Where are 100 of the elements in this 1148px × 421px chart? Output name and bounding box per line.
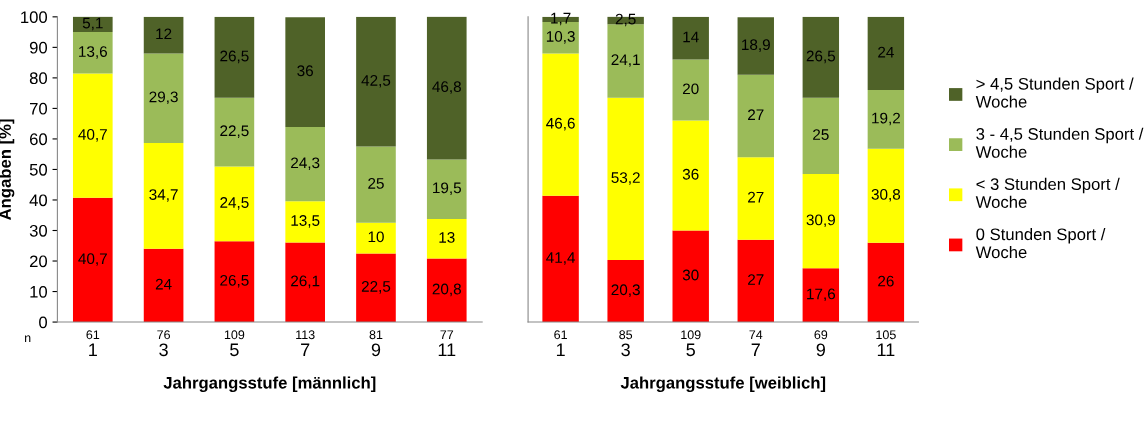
y-tick-label: 10 bbox=[30, 285, 48, 298]
data-label: 20,3 bbox=[611, 284, 640, 297]
data-label: 13 bbox=[439, 232, 455, 243]
x-tick-label: 5 bbox=[230, 343, 239, 357]
data-label: 24,1 bbox=[611, 54, 640, 67]
text: 105 bbox=[876, 330, 896, 340]
y-tick-label: 0 bbox=[39, 316, 48, 329]
text: 113 bbox=[296, 330, 315, 340]
x-tick-label: 11 bbox=[877, 343, 895, 356]
bar bbox=[143, 142, 184, 249]
data-label: 25 bbox=[813, 129, 829, 140]
bar bbox=[356, 222, 396, 254]
bar bbox=[802, 268, 840, 323]
data-label: 18,9 bbox=[742, 39, 770, 52]
bar bbox=[607, 97, 644, 261]
data-label: 22,5 bbox=[361, 281, 391, 294]
data-label: 27 bbox=[748, 109, 764, 120]
data-label: 36 bbox=[682, 168, 699, 180]
x-tick-label: 7 bbox=[301, 343, 310, 356]
bar bbox=[285, 242, 325, 323]
data-label: 27 bbox=[748, 191, 764, 203]
text: 109 bbox=[224, 330, 245, 340]
data-label: 36 bbox=[297, 65, 313, 77]
bar bbox=[672, 16, 709, 60]
data-label: 26,5 bbox=[806, 50, 836, 64]
data-label: 20 bbox=[682, 83, 699, 95]
data-label: 46,8 bbox=[432, 81, 461, 94]
text: 77 bbox=[440, 330, 454, 340]
bar bbox=[802, 16, 840, 98]
bar bbox=[426, 218, 467, 259]
bar bbox=[285, 127, 325, 202]
text: 74 bbox=[749, 330, 763, 340]
bar bbox=[542, 195, 579, 323]
bar bbox=[214, 241, 255, 323]
y-tick-label: 60 bbox=[29, 133, 48, 146]
bar bbox=[867, 16, 905, 91]
bar bbox=[867, 90, 905, 149]
bar bbox=[737, 17, 774, 75]
data-label: 20,8 bbox=[432, 283, 461, 297]
text: n bbox=[25, 335, 31, 343]
data-label: 13,6 bbox=[79, 46, 107, 59]
bar bbox=[672, 120, 709, 231]
data-label: 46,6 bbox=[546, 117, 575, 131]
bar bbox=[285, 201, 325, 243]
data-label: 34,7 bbox=[149, 189, 178, 202]
data-label: 12 bbox=[156, 28, 172, 40]
text: 85 bbox=[619, 330, 633, 340]
bar bbox=[72, 73, 113, 198]
x-axis-title: Jahrgangsstufe [weiblich] bbox=[620, 376, 826, 393]
x-axis-title: Jahrgangsstufe [männlich] bbox=[163, 376, 376, 393]
data-label: 22,5 bbox=[220, 125, 249, 138]
data-label: 26,5 bbox=[220, 50, 249, 64]
bar bbox=[72, 197, 113, 323]
text: 109 bbox=[681, 330, 701, 340]
bar bbox=[426, 16, 467, 160]
data-label: 17,6 bbox=[807, 288, 836, 302]
data-label: 19,2 bbox=[872, 112, 900, 126]
x-tick-label: 11 bbox=[438, 343, 456, 356]
y-tick-label: 70 bbox=[30, 102, 48, 115]
bar bbox=[72, 32, 113, 74]
bar bbox=[607, 260, 644, 323]
bar bbox=[426, 258, 467, 323]
bar bbox=[867, 242, 905, 323]
data-label: 42,5 bbox=[361, 74, 391, 88]
bar bbox=[143, 248, 184, 323]
data-label: 14 bbox=[683, 31, 699, 43]
bar bbox=[72, 16, 113, 33]
data-label: 24 bbox=[878, 46, 894, 58]
data-label: 40,7 bbox=[78, 129, 107, 142]
bar bbox=[426, 159, 467, 219]
data-label: 30 bbox=[682, 269, 699, 281]
data-label: 30,9 bbox=[806, 214, 835, 228]
data-label: 10 bbox=[368, 231, 384, 243]
text: 76 bbox=[157, 330, 170, 340]
data-label: 5,1 bbox=[82, 17, 103, 31]
bar bbox=[143, 16, 184, 54]
data-label: 19,5 bbox=[433, 182, 461, 196]
text: 81 bbox=[369, 330, 383, 340]
bar bbox=[867, 148, 905, 243]
bar bbox=[802, 97, 840, 175]
bar bbox=[737, 157, 774, 240]
y-tick-label: 20 bbox=[29, 255, 48, 268]
x-tick-label: 5 bbox=[686, 343, 695, 357]
data-label: 29,3 bbox=[149, 91, 178, 105]
data-label: 24 bbox=[155, 278, 172, 290]
x-tick-label: 1 bbox=[556, 343, 565, 356]
bar bbox=[672, 230, 709, 323]
bar bbox=[802, 174, 840, 269]
bar bbox=[356, 146, 396, 223]
legend-label: < 3 Stunden Sport / Woche bbox=[975, 177, 1120, 208]
x-tick-label: 7 bbox=[751, 343, 760, 356]
y-tick-label: 80 bbox=[29, 72, 48, 85]
bar bbox=[356, 16, 396, 147]
x-tick-label: 9 bbox=[371, 343, 381, 357]
data-label: 2,5 bbox=[615, 13, 636, 27]
data-label: 25 bbox=[368, 178, 384, 189]
data-label: 30,8 bbox=[871, 188, 901, 202]
data-label: 10,3 bbox=[546, 31, 575, 44]
x-tick-label: 3 bbox=[621, 343, 630, 357]
data-label: 26,5 bbox=[220, 274, 249, 288]
